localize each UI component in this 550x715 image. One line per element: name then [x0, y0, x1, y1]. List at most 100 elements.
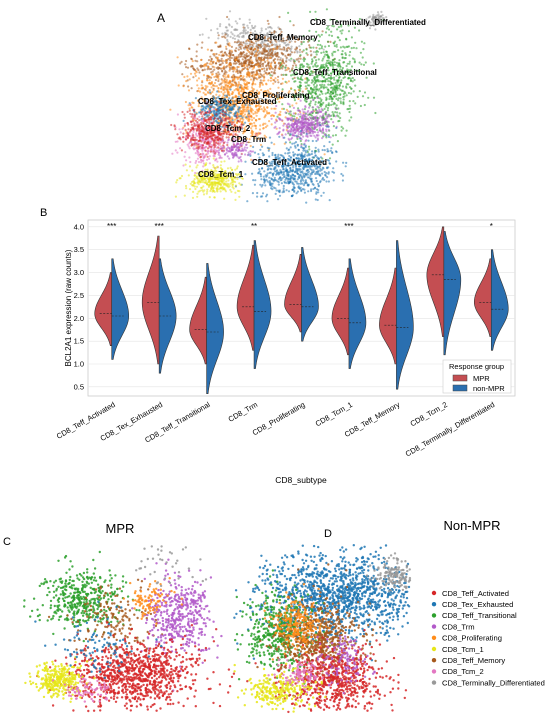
umap-a-point: [354, 84, 357, 87]
umap-a-point: [195, 133, 198, 136]
umap-a-point: [278, 27, 281, 30]
umap-a-point: [274, 51, 277, 54]
umap-a-point: [192, 67, 195, 70]
umap-a-point: [274, 121, 277, 124]
umap-a-point: [263, 76, 266, 79]
umap-a-point: [268, 26, 271, 29]
umap-a-point: [241, 78, 244, 81]
umap-a-point: [247, 44, 250, 48]
umap-a-point: [233, 66, 236, 69]
umap-a-point: [186, 75, 189, 78]
umap-a-point: [322, 57, 325, 60]
umap-a-point: [372, 96, 376, 99]
umap-a-point: [273, 69, 276, 72]
umap-a-point: [176, 151, 179, 154]
umap-a-point: [299, 182, 302, 185]
umap-a-point: [312, 121, 315, 124]
umap-a-point: [182, 85, 185, 88]
umap-a-point: [249, 31, 252, 34]
umap-a-point: [258, 128, 262, 131]
umap-a-point: [334, 111, 337, 114]
umap-a-point: [176, 56, 179, 59]
umap-a-point: [238, 115, 241, 118]
umap-a-point: [339, 102, 343, 105]
umap-a-point: [274, 66, 277, 69]
umap-a-point: [240, 61, 243, 64]
umap-a-point: [259, 31, 262, 34]
umap-a-point: [178, 128, 181, 131]
umap-a-point: [190, 123, 193, 126]
umap-a-point: [331, 97, 334, 100]
umap-a-point: [239, 74, 243, 77]
umap-a-point: [289, 114, 292, 117]
umap-a-point: [270, 31, 273, 34]
umap-a-point: [181, 73, 184, 76]
umap-a-point: [311, 94, 314, 97]
umap-a-point: [184, 184, 188, 188]
umap-a-point: [285, 56, 288, 59]
umap-a-point: [200, 46, 203, 49]
umap-a-point: [219, 190, 222, 193]
umap-a-point: [207, 65, 210, 69]
umap-a-point: [185, 80, 188, 83]
umap-a-point: [280, 73, 283, 76]
umap-a-point: [176, 133, 179, 136]
umap-a-point: [287, 53, 290, 56]
umap-a-point: [280, 171, 283, 174]
umap-a-point: [291, 142, 294, 145]
umap-a-point: [262, 49, 265, 52]
umap-a-point: [216, 27, 219, 30]
umap-a-point: [326, 106, 330, 110]
umap-a-point: [227, 108, 230, 111]
umap-a-point: [299, 180, 302, 183]
umap-a-point: [293, 131, 296, 134]
umap-a-point: [316, 167, 319, 170]
umap-a-point: [292, 174, 295, 177]
umap-a-point: [291, 77, 294, 80]
umap-a-point: [215, 108, 218, 111]
umap-a-point: [277, 75, 280, 78]
umap-a-point: [300, 40, 303, 44]
umap-a-point: [280, 62, 283, 65]
umap-a-point: [251, 32, 254, 35]
umap-a-point: [206, 68, 209, 71]
umap-a-point: [327, 55, 330, 59]
umap-a-point: [219, 23, 222, 26]
umap-a-point: [290, 47, 293, 50]
umap-a-point: [352, 90, 355, 93]
umap-a-point: [280, 182, 283, 185]
umap-a-point: [342, 45, 345, 48]
umap-a-point: [224, 88, 227, 91]
umap-a-point: [306, 149, 309, 152]
umap-a-point: [217, 67, 220, 71]
umap-a-point: [183, 194, 186, 197]
umap-a-point: [311, 58, 314, 61]
umap-a-point: [284, 178, 287, 181]
umap-a-point: [241, 35, 244, 39]
umap-a-point: [314, 79, 317, 82]
umap-a-point: [265, 64, 268, 67]
umap-a-point: [341, 85, 344, 88]
umap-a-point: [315, 191, 318, 194]
umap-a-point: [342, 161, 345, 164]
umap-a-point: [312, 106, 315, 109]
umap-a-point: [199, 153, 202, 156]
umap-a-point: [228, 24, 231, 27]
umap-a-point: [234, 28, 237, 31]
umap-a-point: [185, 187, 188, 190]
umap-a-point: [309, 111, 312, 115]
umap-a-point: [219, 164, 222, 167]
umap-a-point: [259, 63, 262, 66]
umap-a-point: [234, 184, 238, 187]
umap-a-point: [193, 181, 196, 184]
umap-a-point: [193, 113, 196, 116]
umap-a-point: [282, 37, 285, 40]
umap-a-point: [282, 124, 285, 127]
umap-a-point: [272, 47, 275, 51]
umap-a-point: [203, 68, 206, 71]
umap-a-point: [350, 116, 353, 119]
umap-a-point: [245, 83, 249, 86]
umap-a-point: [325, 180, 328, 183]
umap-a-point: [245, 52, 248, 55]
umap-a-point: [230, 84, 233, 87]
